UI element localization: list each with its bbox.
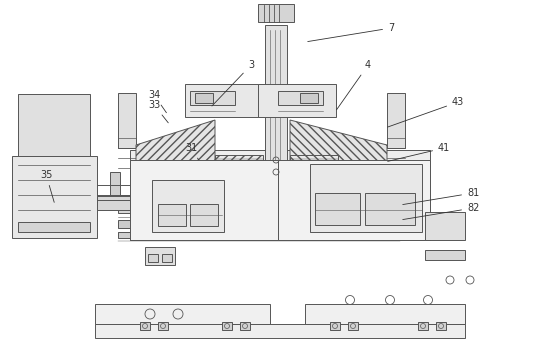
- Text: 43: 43: [388, 97, 464, 127]
- Bar: [95, 324, 465, 338]
- Bar: [222, 322, 232, 330]
- Text: 4: 4: [337, 60, 371, 110]
- Bar: [436, 322, 446, 330]
- Text: 7: 7: [307, 23, 394, 42]
- Bar: [387, 93, 405, 148]
- Bar: [118, 232, 400, 238]
- Bar: [310, 164, 422, 232]
- Polygon shape: [136, 120, 215, 200]
- Polygon shape: [290, 155, 338, 178]
- Bar: [315, 193, 360, 225]
- Bar: [158, 204, 186, 226]
- Bar: [425, 250, 465, 260]
- Bar: [300, 93, 318, 103]
- Text: 82: 82: [403, 203, 479, 220]
- Text: 35: 35: [40, 170, 54, 202]
- Bar: [118, 93, 136, 148]
- Bar: [265, 25, 287, 185]
- Bar: [18, 94, 90, 156]
- Bar: [97, 196, 130, 210]
- Bar: [278, 91, 323, 105]
- Bar: [240, 322, 250, 330]
- Bar: [185, 84, 263, 117]
- Bar: [130, 150, 430, 240]
- Bar: [400, 172, 410, 200]
- Bar: [95, 304, 270, 324]
- Bar: [265, 175, 375, 200]
- Text: 34: 34: [148, 90, 166, 113]
- Bar: [305, 304, 465, 324]
- Bar: [365, 193, 415, 225]
- Bar: [140, 322, 150, 330]
- Text: 81: 81: [403, 188, 479, 205]
- Bar: [148, 254, 158, 262]
- Bar: [330, 322, 340, 330]
- Bar: [12, 156, 97, 238]
- Bar: [145, 175, 255, 200]
- Bar: [118, 220, 400, 228]
- Bar: [152, 180, 224, 232]
- Text: 33: 33: [148, 100, 168, 123]
- Bar: [130, 160, 278, 240]
- Bar: [158, 322, 168, 330]
- Text: 3: 3: [212, 60, 254, 106]
- Bar: [110, 172, 120, 200]
- Polygon shape: [215, 155, 263, 178]
- Bar: [348, 322, 358, 330]
- Bar: [145, 247, 175, 265]
- Bar: [258, 84, 336, 117]
- Bar: [118, 195, 400, 202]
- Bar: [190, 204, 218, 226]
- Text: 31: 31: [185, 143, 199, 160]
- Bar: [258, 4, 294, 22]
- Bar: [162, 254, 172, 262]
- Bar: [118, 206, 400, 213]
- Bar: [278, 160, 430, 240]
- Bar: [418, 322, 428, 330]
- Text: 41: 41: [388, 143, 450, 161]
- Polygon shape: [290, 120, 387, 200]
- Bar: [190, 91, 235, 105]
- Bar: [18, 222, 90, 232]
- Bar: [425, 212, 465, 240]
- Bar: [195, 93, 213, 103]
